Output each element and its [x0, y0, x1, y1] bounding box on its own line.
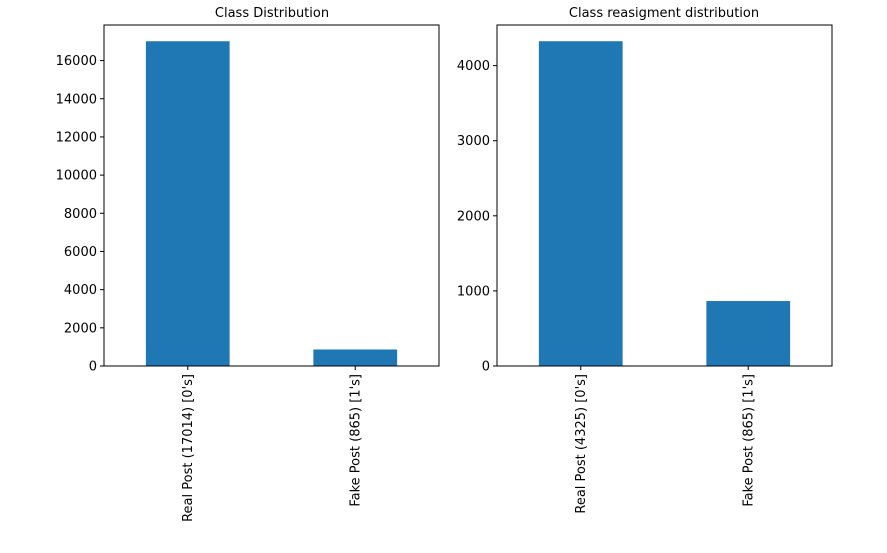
y-tick-label: 0	[482, 360, 490, 375]
y-tick-label: 14000	[56, 92, 97, 107]
y-tick-label: 4000	[64, 283, 97, 298]
x-axis-ticks: Real Post (17014) [0's] Fake Post (865) […	[181, 366, 363, 522]
y-tick-label: 10000	[56, 169, 97, 184]
y-tick-label: 6000	[64, 245, 97, 260]
x-tick-label: Real Post (4325) [0's]	[574, 374, 589, 514]
bars-group	[145, 41, 398, 366]
x-tick-label: Real Post (17014) [0's]	[181, 374, 196, 522]
y-tick-label: 12000	[56, 130, 97, 145]
chart-class-reasigment-distribution: Class reasigment distribution 0 1000 2000 3…	[457, 6, 833, 514]
chart-title: Class reasigment distribution	[569, 6, 759, 21]
y-tick-label: 8000	[64, 207, 97, 222]
bars-group	[538, 41, 791, 366]
bar	[706, 301, 791, 366]
y-axis-ticks: 0 2000 4000 6000 8000 10000 12000 14000 16000	[56, 54, 104, 375]
y-tick-label: 2000	[457, 209, 490, 224]
y-tick-label: 16000	[56, 54, 97, 69]
x-tick-label: Fake Post (865) [1's]	[348, 374, 363, 507]
bar	[145, 41, 230, 366]
y-tick-label: 1000	[457, 284, 490, 299]
chart-class-distribution: Class Distribution 0 2000 4000 6000 8000 1000…	[56, 6, 440, 522]
y-tick-label: 2000	[64, 321, 97, 336]
bar	[538, 41, 623, 366]
y-tick-label: 4000	[457, 59, 490, 74]
y-axis-ticks: 0 1000 2000 3000 4000	[457, 59, 497, 375]
plot-frame	[103, 24, 440, 367]
plot-frame	[496, 24, 833, 367]
bar	[313, 349, 398, 366]
chart-title: Class Distribution	[215, 6, 329, 21]
x-tick-label: Fake Post (865) [1's]	[741, 374, 756, 507]
y-tick-label: 3000	[457, 134, 490, 149]
x-axis-ticks: Real Post (4325) [0's] Fake Post (865) [1…	[574, 366, 756, 514]
y-tick-label: 0	[89, 360, 97, 375]
